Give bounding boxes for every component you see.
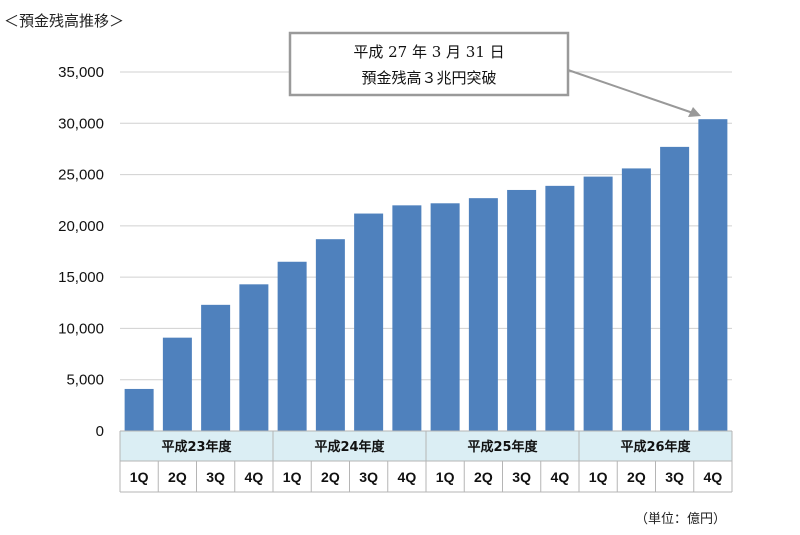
callout-arrow-head (688, 107, 701, 117)
quarter-label: 2Q (168, 469, 187, 485)
bar (430, 203, 460, 431)
bar (162, 337, 192, 431)
quarter-label: 2Q (627, 469, 646, 485)
quarter-label: 1Q (589, 469, 608, 485)
group-label: 平成24年度 (314, 439, 385, 455)
bar (621, 168, 651, 431)
bar (124, 388, 154, 431)
callout-box (288, 31, 570, 97)
group-label: 平成26年度 (620, 439, 691, 455)
y-tick-label: 20,000 (58, 218, 104, 235)
quarter-label: 3Q (359, 469, 378, 485)
y-tick-label: 10,000 (58, 320, 104, 337)
quarter-label: 3Q (665, 469, 684, 485)
bar (468, 198, 498, 431)
bar (507, 189, 537, 431)
bars (124, 119, 728, 431)
group-label: 平成25年度 (467, 439, 538, 455)
bar (315, 239, 345, 431)
bar (354, 213, 384, 431)
bar (201, 304, 231, 431)
quarter-label: 2Q (474, 469, 493, 485)
quarter-label: 4Q (704, 469, 723, 485)
quarter-label: 4Q (398, 469, 417, 485)
unit-label: （単位：億円） (635, 511, 726, 527)
quarter-label: 1Q (436, 469, 455, 485)
callout-line-2: 預金残高３兆円突破 (361, 69, 496, 87)
group-label: 平成23年度 (161, 439, 232, 455)
y-tick-label: 30,000 (58, 115, 104, 132)
quarter-label: 4Q (551, 469, 570, 485)
y-tick-label: 5,000 (66, 372, 104, 389)
y-tick-label: 0 (96, 423, 104, 440)
callout-arrow (567, 69, 697, 115)
callout-line-1: 平成 27 年 3 月 31 日 (353, 43, 504, 61)
quarter-label: 3Q (206, 469, 225, 485)
bar (392, 205, 422, 431)
bar (698, 119, 728, 431)
quarter-label: 4Q (245, 469, 264, 485)
bar (583, 176, 613, 431)
quarter-label: 1Q (283, 469, 302, 485)
bar (239, 284, 269, 431)
y-tick-label: 15,000 (58, 269, 104, 286)
y-axis: 0 5,000 10,000 15,000 20,000 25,000 30,000 35,0… (58, 64, 104, 440)
quarter-label: 3Q (512, 469, 531, 485)
chart-title: ＜預金残高推移＞ (4, 12, 124, 30)
bar (660, 146, 690, 431)
annotation-callout: 平成 27 年 3 月 31 日 預金残高３兆円突破 (288, 31, 701, 117)
x-axis-table: 平成23年度 1Q 2Q 3Q 4Q 平成24年度 1Q 2Q 3Q 4Q 平成25年度 1Q 2Q 3Q… (119, 430, 733, 493)
y-tick-label: 25,000 (58, 167, 104, 184)
bar (277, 261, 307, 431)
bar (545, 185, 575, 431)
y-tick-label: 35,000 (58, 64, 104, 81)
quarter-label: 2Q (321, 469, 340, 485)
quarter-label: 1Q (130, 469, 149, 485)
